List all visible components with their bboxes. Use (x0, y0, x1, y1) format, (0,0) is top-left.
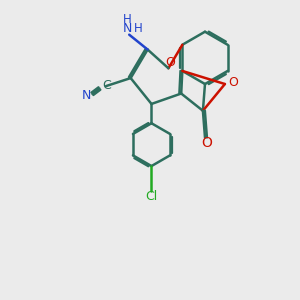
Text: N: N (82, 89, 91, 102)
Text: N: N (123, 22, 132, 35)
Text: H: H (123, 13, 132, 26)
Text: O: O (201, 136, 212, 150)
Text: C: C (102, 79, 111, 92)
Text: H: H (134, 22, 143, 35)
Text: O: O (165, 56, 175, 69)
Text: Cl: Cl (146, 190, 158, 203)
Text: O: O (228, 76, 238, 89)
